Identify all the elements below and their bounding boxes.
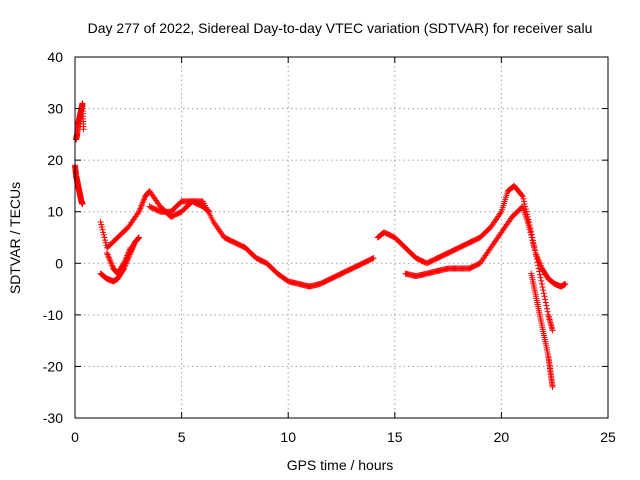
plot-frame (74, 56, 609, 419)
chart-title: Day 277 of 2022, Sidereal Day-to-day VTE… (88, 20, 593, 36)
data-point (527, 229, 534, 236)
x-tick-label: 20 (494, 429, 510, 445)
data-point (544, 305, 551, 312)
data-point (101, 234, 108, 241)
data-point (531, 247, 538, 254)
x-axis-label: GPS time / hours (287, 457, 394, 473)
data-point (549, 327, 556, 334)
data-point (98, 224, 105, 231)
data-point (530, 242, 537, 249)
data-point (102, 237, 109, 244)
data-point (205, 207, 212, 214)
data-point (206, 208, 213, 215)
data-point (529, 239, 536, 246)
data-point (544, 308, 551, 315)
series-salu-low-loop (97, 234, 142, 285)
y-tick-label: 20 (47, 152, 63, 168)
data-point (205, 208, 212, 215)
data-point (127, 244, 134, 251)
y-tick-label: -20 (43, 358, 63, 374)
data-point (537, 274, 544, 281)
y-tick-label: 40 (47, 49, 63, 65)
data-point (369, 255, 376, 262)
x-tick-label: 15 (387, 429, 403, 445)
data-point (102, 239, 109, 246)
data-point (97, 219, 104, 226)
series-salu-early-drop (72, 162, 86, 207)
x-tick-label: 5 (178, 429, 186, 445)
x-tick-label: 0 (71, 429, 79, 445)
series-salu-main (97, 188, 377, 290)
data-point (520, 195, 527, 202)
series-salu-late-loop (374, 182, 556, 334)
series-salu-plateau-upper (146, 198, 213, 215)
data-point (528, 231, 535, 238)
data-point (135, 234, 142, 241)
data-point (562, 280, 569, 287)
series-salu-final-drop (528, 270, 556, 391)
data-point (100, 229, 107, 236)
data-point (518, 192, 525, 199)
series-salu-early-high (73, 100, 87, 143)
y-axis-label: SDTVAR / TECUs (7, 182, 23, 294)
data-point (539, 284, 546, 291)
x-tick-label: 25 (600, 429, 616, 445)
data-point (79, 200, 86, 207)
data-point (538, 280, 545, 287)
data-point (528, 234, 535, 241)
data-point (549, 384, 556, 391)
data-point (540, 290, 547, 297)
data-point (370, 255, 377, 262)
data-point (80, 126, 87, 133)
y-tick-label: 0 (55, 255, 63, 271)
data-point (531, 244, 538, 251)
data-point (543, 302, 550, 309)
data-point (520, 198, 527, 205)
data-point (98, 221, 105, 228)
data-point (542, 296, 549, 303)
data-point (519, 193, 526, 200)
y-tick-label: 10 (47, 204, 63, 220)
data-point (541, 293, 548, 300)
y-tick-label: -10 (43, 307, 63, 323)
data-point (120, 261, 127, 268)
x-tick-label: 10 (280, 429, 296, 445)
data-point (542, 299, 549, 306)
data-point (99, 226, 106, 233)
data-marks (72, 100, 569, 391)
series-salu-mid-dip (103, 244, 134, 277)
grid (75, 57, 608, 418)
data-point (540, 287, 547, 294)
y-tick-label: 30 (47, 101, 63, 117)
data-point (536, 271, 543, 278)
axes: 0 5 10 15 20 25 -30 -20 -10 0 10 20 30 40 (43, 49, 616, 445)
y-tick-label: -30 (43, 410, 63, 426)
data-point (529, 237, 536, 244)
data-point (526, 226, 533, 233)
data-point (100, 231, 107, 238)
data-point (526, 224, 533, 231)
series-salu-late-lower (402, 203, 569, 290)
data-point (538, 277, 545, 284)
